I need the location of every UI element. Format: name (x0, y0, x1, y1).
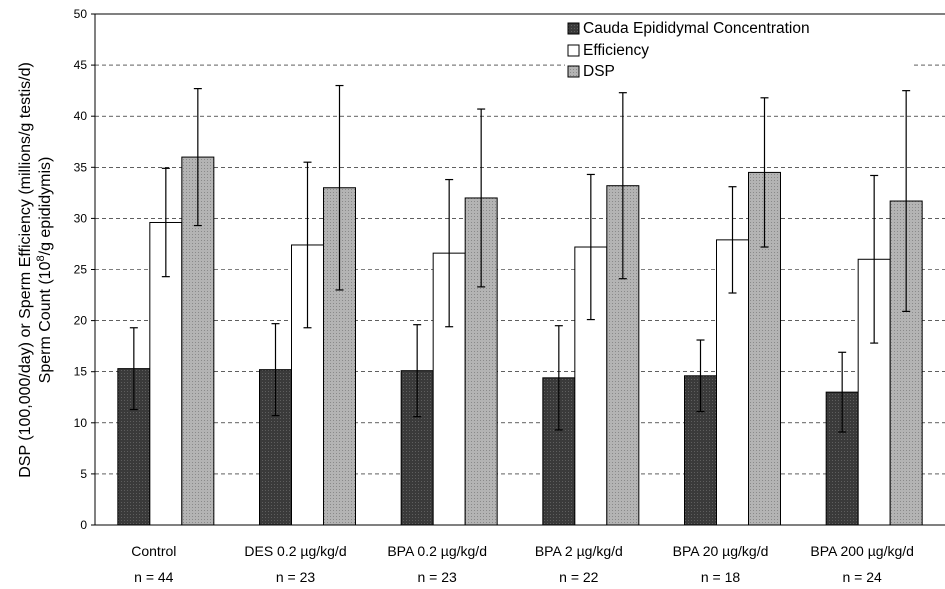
bars-layer (117, 156, 923, 526)
y-axis-title-line1: DSP (100,000/day) or Sperm Efficiency (m… (17, 62, 34, 478)
error-bars-layer (129, 84, 911, 433)
x-category-n-label: n = 18 (701, 569, 741, 585)
y-tick-label: 5 (80, 467, 87, 481)
y-tick-label: 40 (74, 109, 88, 123)
x-category-n-label: n = 24 (843, 569, 883, 585)
x-category-n-label: n = 23 (418, 569, 458, 585)
y-tick-label: 45 (74, 58, 88, 72)
x-category-label: BPA 200 µg/kg/d (810, 543, 914, 559)
y-tick-labels: 0 5 10 15 20 25 30 35 40 45 50 (74, 7, 95, 532)
x-category-label: BPA 2 µg/kg/d (535, 543, 623, 559)
x-category-n-label: n = 22 (559, 569, 599, 585)
y-tick-label: 50 (74, 7, 88, 21)
y-tick-label: 15 (74, 365, 88, 379)
legend: Cauda Epididymal Concentration Efficiency… (565, 18, 912, 88)
x-category-label: BPA 20 µg/kg/d (673, 543, 769, 559)
y-axis-title-line2-post: /g epididymis) (37, 157, 54, 256)
y-axis-title-line2-sup: 8 (35, 255, 47, 261)
legend-label: Efficiency (583, 42, 649, 59)
x-category-label: Control (131, 543, 176, 559)
x-category-label: DES 0.2 µg/kg/d (244, 543, 346, 559)
legend-swatch (567, 44, 580, 57)
x-category-n-label: n = 23 (276, 569, 316, 585)
y-tick-label: 20 (74, 314, 88, 328)
y-tick-label: 25 (74, 263, 88, 277)
x-category-label: BPA 0.2 µg/kg/d (387, 543, 487, 559)
y-axis-title-line2: Sperm Count (108/g epididymis) (35, 157, 54, 384)
legend-label: DSP (583, 63, 615, 80)
grid-lines (95, 64, 945, 475)
y-tick-label: 0 (80, 518, 87, 532)
x-category-labels: Control n = 44 DES 0.2 µg/kg/d n = 23 BPA 0.… (131, 543, 914, 585)
legend-box (565, 18, 912, 88)
x-category-n-label: n = 44 (134, 569, 174, 585)
y-axis-title-line2-pre: Sperm Count (10 (37, 261, 54, 383)
legend-swatch (567, 65, 580, 78)
y-axis-title: DSP (100,000/day) or Sperm Efficiency (m… (17, 62, 54, 478)
legend-swatch (567, 22, 580, 35)
y-tick-label: 35 (74, 160, 88, 174)
y-tick-label: 30 (74, 211, 88, 225)
y-tick-label: 10 (74, 416, 88, 430)
legend-label: Cauda Epididymal Concentration (583, 20, 810, 37)
